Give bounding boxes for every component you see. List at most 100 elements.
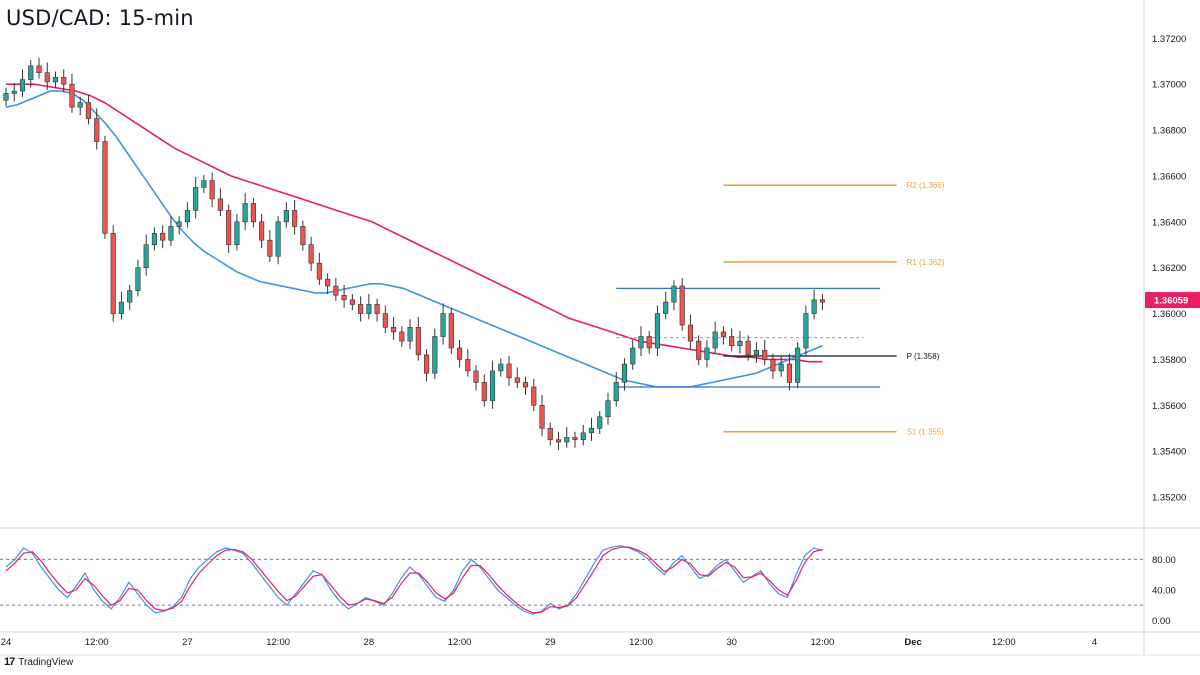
candle-body bbox=[193, 187, 199, 211]
candle-body bbox=[77, 102, 83, 108]
stoch-k-line bbox=[5, 545, 823, 615]
candle-body bbox=[621, 363, 628, 383]
candle-body bbox=[415, 327, 421, 356]
level-label-S1: S1 (1.355) bbox=[907, 428, 945, 437]
candle-body bbox=[456, 347, 463, 360]
candle-body bbox=[209, 180, 215, 200]
candle-body bbox=[391, 327, 397, 333]
time-tick-label: 29 bbox=[545, 637, 556, 648]
time-tick-label: 12:00 bbox=[448, 637, 472, 648]
candle-body bbox=[440, 313, 446, 337]
time-tick-label: 12:00 bbox=[992, 637, 1016, 648]
candle-body bbox=[679, 285, 685, 326]
candle-body bbox=[770, 359, 776, 372]
time-tick-label: 12:00 bbox=[811, 637, 835, 648]
candle-body bbox=[349, 299, 355, 305]
candle-body bbox=[514, 377, 520, 383]
ma-long-line bbox=[6, 83, 823, 363]
time-tick-label: 12:00 bbox=[85, 637, 109, 648]
candle-body bbox=[729, 336, 735, 346]
stoch-tick-label: 40.00 bbox=[1152, 585, 1176, 596]
price-badge-label: 1.36059 bbox=[1154, 296, 1188, 307]
candle-body bbox=[85, 102, 92, 119]
price-tick-label: 1.35200 bbox=[1152, 493, 1186, 504]
candle-body bbox=[572, 437, 578, 441]
candle-body bbox=[712, 331, 718, 349]
price-tick-label: 1.36400 bbox=[1152, 217, 1186, 228]
candle-body bbox=[176, 221, 182, 227]
candle-body bbox=[522, 382, 529, 388]
candle-body bbox=[3, 93, 9, 101]
time-tick-label: 12:00 bbox=[266, 637, 290, 648]
stoch-d-line bbox=[5, 546, 823, 614]
candle-body bbox=[423, 354, 430, 374]
candle-body bbox=[588, 427, 595, 434]
candle-body bbox=[795, 347, 801, 383]
candle-body bbox=[778, 363, 784, 372]
candle-body bbox=[160, 233, 166, 241]
candle-body bbox=[28, 65, 34, 80]
candle-body bbox=[61, 77, 67, 85]
candle-body bbox=[382, 313, 388, 328]
candle-body bbox=[663, 301, 669, 314]
candle-body bbox=[646, 336, 652, 349]
price-badge: 1.36059 bbox=[1145, 292, 1200, 309]
candle-body bbox=[366, 304, 372, 314]
candle-body bbox=[217, 198, 223, 211]
candle-body bbox=[473, 370, 479, 383]
candle-body bbox=[267, 239, 273, 257]
price-tick-label: 1.36800 bbox=[1152, 126, 1186, 137]
candle-body bbox=[259, 221, 265, 241]
candle-body bbox=[94, 118, 100, 142]
candle-body bbox=[44, 72, 50, 83]
candle-body bbox=[531, 386, 537, 406]
candle-body bbox=[201, 180, 207, 188]
time-tick-label: 12:00 bbox=[629, 637, 653, 648]
candle-body bbox=[654, 313, 661, 349]
candle-body bbox=[638, 336, 644, 349]
time-tick-label: 30 bbox=[726, 637, 737, 648]
stoch-tick-label: 0.00 bbox=[1152, 616, 1171, 627]
candle-body bbox=[489, 370, 496, 402]
level-label-R1: R1 (1.362) bbox=[907, 258, 945, 267]
candle-body bbox=[448, 313, 454, 349]
candle-body bbox=[69, 83, 75, 108]
candle-body bbox=[151, 233, 158, 246]
level-label-R2: R2 (1.366) bbox=[907, 181, 945, 190]
candle-body bbox=[407, 327, 413, 342]
price-tick-label: 1.36200 bbox=[1152, 263, 1186, 274]
candle-body bbox=[250, 203, 256, 223]
candle-body bbox=[283, 210, 289, 223]
candle-body bbox=[11, 90, 17, 94]
candle-body bbox=[605, 400, 611, 418]
candle-body bbox=[399, 331, 405, 342]
candle-body bbox=[275, 221, 281, 257]
candle-body bbox=[308, 244, 314, 264]
stochastic-panel: 80.00 40.00 0.00 bbox=[0, 545, 1176, 627]
candle-body bbox=[374, 304, 380, 314]
candle-body bbox=[613, 382, 619, 402]
tradingview-name: TradingView bbox=[18, 656, 74, 668]
time-axis[interactable]: 24 12:00 27 12:00 28 12:00 29 12:00 30 12:00 Dec 12… bbox=[1, 637, 1097, 648]
candle-body bbox=[564, 437, 570, 443]
tradingview-branding[interactable]: 17 TradingView bbox=[4, 656, 73, 668]
candle-body bbox=[687, 324, 694, 342]
candle-body bbox=[127, 290, 133, 303]
candle-body bbox=[539, 405, 545, 429]
price-badge-bg bbox=[1145, 292, 1200, 309]
candle-body bbox=[143, 244, 149, 269]
candle-body bbox=[341, 294, 347, 301]
candle-body bbox=[184, 210, 190, 223]
level-label-P: P (1.358) bbox=[907, 352, 940, 361]
candle-body bbox=[316, 262, 322, 280]
candle-body bbox=[325, 278, 331, 287]
candle-body bbox=[555, 439, 562, 443]
time-tick-label: Dec bbox=[904, 637, 921, 648]
candle-body bbox=[753, 349, 759, 356]
candle-body bbox=[300, 226, 306, 246]
candle-body bbox=[432, 336, 438, 374]
candle-body bbox=[135, 267, 141, 291]
time-tick-label: 4 bbox=[1092, 637, 1097, 648]
candle-body bbox=[333, 285, 339, 296]
